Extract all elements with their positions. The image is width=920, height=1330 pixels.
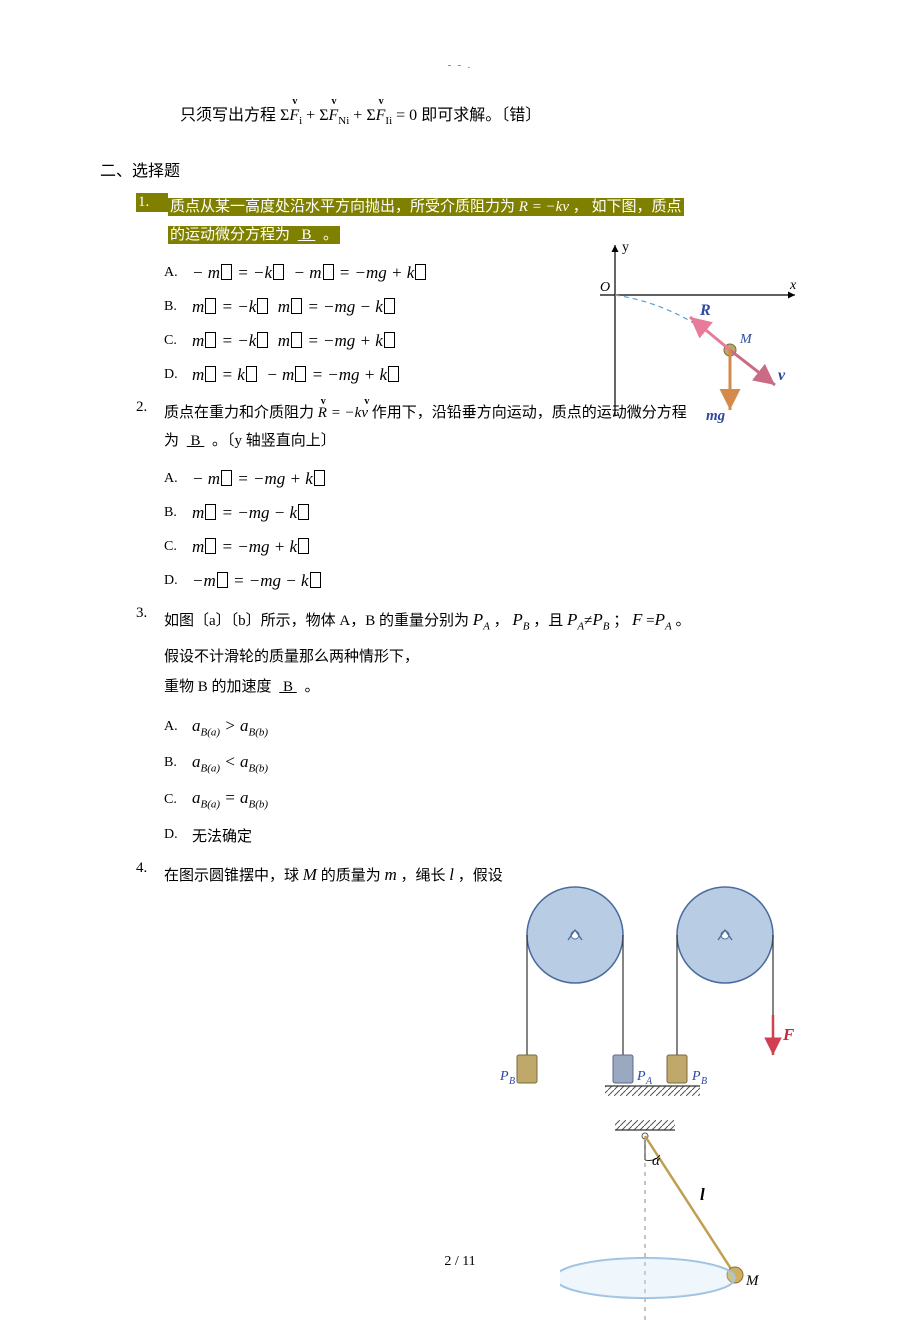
q3-option-D-text: 无法确定 <box>192 825 252 846</box>
svg-text:P: P <box>500 1069 509 1084</box>
header-decoration: - - . <box>100 60 820 71</box>
q2-number: 2. <box>136 399 164 416</box>
fig1-label-mg: mg <box>706 408 726 424</box>
top-eq-suffix: 即可求解。〔错〕 <box>421 107 541 124</box>
svg-text:B: B <box>509 1076 515 1087</box>
svg-text:B: B <box>701 1076 707 1087</box>
q2-line2-suffix: 。〔y 轴竖直向上〕 <box>212 433 336 449</box>
fig2-label-F: F <box>782 1025 795 1044</box>
q2-option-B: B. m = −mg − k <box>164 503 820 523</box>
fig3-l: l <box>700 1185 705 1204</box>
fig1-axis-x: x <box>789 278 797 293</box>
figure-pulleys: P B P A P B F <box>500 880 820 1110</box>
q3-line3-suffix: 。 <box>305 679 320 695</box>
fig1-label-v: v <box>778 367 786 384</box>
q1-stem-2: ， 如下图，质点 <box>573 199 682 215</box>
q2-option-A: A. − m = −mg + k <box>164 469 820 489</box>
figure-conical-pendulum: α l M <box>560 1120 780 1330</box>
page-footer: 2 / 11 <box>0 1254 920 1270</box>
q3-option-A: A. aB(a) > aB(b) <box>164 716 820 738</box>
q1-stem-1: 质点从某一高度处沿水平方向抛出，所受介质阻力为 <box>170 199 515 215</box>
question-3: 3. 如图〔a〕〔b〕所示，物体 A，B 的重量分别为 PA ， PB ，且 P… <box>136 605 820 846</box>
fig1-axis-y: y <box>622 240 629 255</box>
q1-answer: B <box>302 227 312 243</box>
q3-line3-prefix: 重物 B 的加速度 <box>164 679 272 695</box>
fig1-origin: O <box>600 280 610 295</box>
q2-answer: B <box>191 433 201 449</box>
q3-answer: B <box>283 679 293 695</box>
svg-text:P: P <box>636 1069 646 1084</box>
svg-text:A: A <box>645 1076 653 1087</box>
q1-stem-line2-prefix: 的运动微分方程为 <box>170 227 290 243</box>
svg-text:P: P <box>691 1069 701 1084</box>
section-2-title: 二、选择题 <box>100 157 820 181</box>
q2-stem-1: 质点在重力和介质阻力 <box>164 405 314 421</box>
q3-line2: 假设不计滑轮的质量那么两种情形下， <box>164 649 419 665</box>
q3-number: 3. <box>136 605 164 622</box>
fig1-label-M: M <box>739 332 753 347</box>
q3-option-B: B. aB(a) < aB(b) <box>164 752 820 774</box>
fig1-label-R: R <box>699 302 711 319</box>
q1-stem-line2-suffix: 。 <box>323 227 338 243</box>
q3-option-D: D. 无法确定 <box>164 825 820 846</box>
q2-option-D: D. −m = −mg − k <box>164 571 820 591</box>
q2-option-C: C. m = −mg + k <box>164 537 820 557</box>
top-eq-prefix: 只须写出方程 <box>180 107 276 124</box>
q4-number: 4. <box>136 860 164 877</box>
figure-projectile: y x O R M v mg <box>580 235 810 435</box>
fig3-M: M <box>745 1273 760 1289</box>
q2-line2-prefix: 为 <box>164 433 179 449</box>
q1-number: 1. <box>136 193 168 212</box>
top-equation: 只须写出方程 ΣFi + ΣFNi + ΣFIi = 0 即可求解。〔错〕 <box>180 101 820 127</box>
q3-option-C: C. aB(a) = aB(b) <box>164 788 820 810</box>
